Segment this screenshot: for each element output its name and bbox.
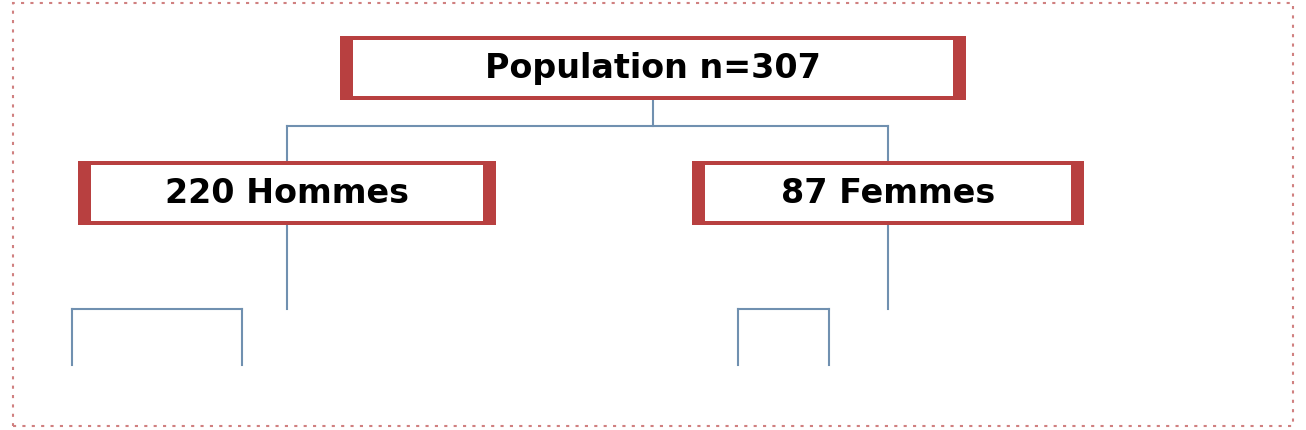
Text: 87 Femmes: 87 Femmes: [781, 177, 995, 210]
Text: 220 Hommes: 220 Hommes: [166, 177, 409, 210]
FancyBboxPatch shape: [353, 41, 953, 97]
FancyBboxPatch shape: [91, 166, 483, 221]
FancyBboxPatch shape: [340, 37, 966, 101]
FancyBboxPatch shape: [78, 161, 496, 226]
Text: Population n=307: Population n=307: [485, 52, 821, 85]
FancyBboxPatch shape: [705, 166, 1071, 221]
FancyBboxPatch shape: [692, 161, 1084, 226]
